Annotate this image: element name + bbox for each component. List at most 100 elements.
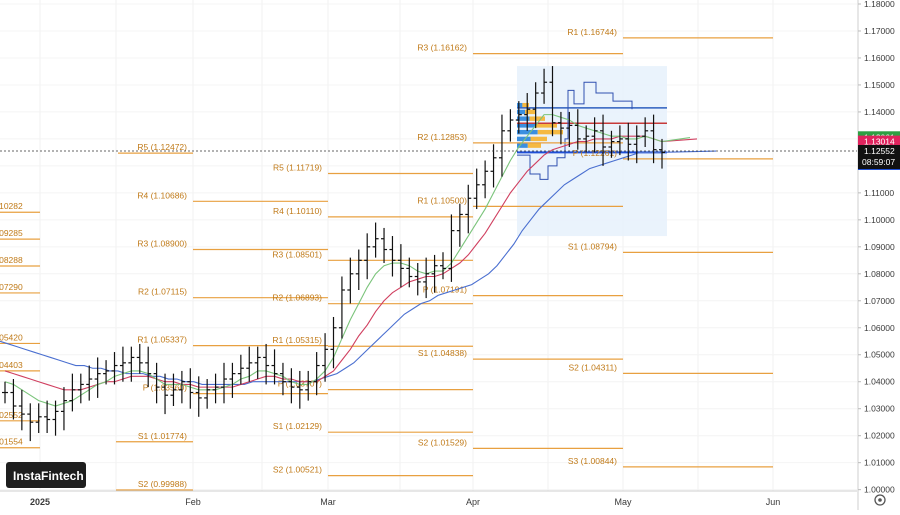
y-tick-label: 1.16000 [864, 53, 895, 63]
pivot-label: 1.01554 [0, 437, 23, 447]
pivot-label: R3 (1.08501) [272, 249, 322, 259]
x-tick-label: Mar [320, 497, 336, 507]
moving-averages [0, 114, 717, 407]
price-bar [18, 389, 25, 431]
pivot-label: S1 (1.01774) [138, 431, 187, 441]
pivot-label: S1 (1.02129) [273, 421, 322, 431]
price-bar [119, 346, 126, 382]
price-bar [162, 373, 169, 415]
volume-bar [517, 136, 531, 142]
price-bar [86, 365, 93, 401]
price-bar [465, 184, 472, 234]
price-bar [195, 376, 202, 417]
price-bar [111, 352, 118, 385]
y-tick-label: 1.18000 [864, 0, 895, 9]
price-bar [145, 346, 152, 388]
volume-bar [517, 143, 528, 148]
price-bar [52, 400, 59, 436]
pivot-label: P (1.12261) [573, 148, 617, 158]
pivot-label: R1 (1.05315) [272, 335, 322, 345]
price-bar [541, 68, 548, 104]
volume-bar-alt [530, 136, 547, 142]
settings-icon[interactable] [874, 494, 886, 506]
price-bar [221, 362, 227, 404]
price-bar [490, 144, 497, 188]
price-bar [77, 373, 84, 404]
price-bar [448, 214, 455, 282]
current-price-badge [858, 144, 900, 169]
price-bar [389, 236, 396, 277]
pivot-label: S2 (1.01529) [418, 437, 467, 447]
x-tick-label: Jun [766, 497, 781, 507]
pivot-label: S2 (1.04311) [568, 362, 617, 372]
price-bar [288, 368, 295, 404]
pivot-label: 1.08288 [0, 255, 23, 265]
pivot-label: S2 (1.00521) [273, 465, 322, 475]
price-bar [524, 93, 531, 131]
price-bar [204, 379, 211, 409]
y-tick-label: 1.03000 [864, 404, 895, 414]
pivot-label: 1.10282 [0, 201, 23, 211]
price-bar [608, 130, 615, 158]
volume-bar-alt [522, 102, 529, 108]
price-bar [305, 370, 312, 401]
y-tick-label: 1.09000 [864, 242, 895, 252]
y-tick-label: 1.05000 [864, 350, 895, 360]
price-bar [69, 373, 76, 412]
brand-logo: InstaFintech [6, 462, 86, 488]
price-bar [229, 362, 236, 398]
price-bar [364, 233, 371, 280]
price-bar [591, 117, 598, 153]
y-tick-label: 1.17000 [864, 26, 895, 36]
price-bar [136, 343, 143, 374]
price-bar [296, 370, 303, 409]
y-tick-label: 1.07000 [864, 296, 895, 306]
current-price-label: 1.12552 [864, 146, 895, 156]
y-tick-label: 1.10000 [864, 215, 895, 225]
time-axis[interactable]: 2025 Feb Mar Apr May Jun [0, 490, 857, 507]
price-bar [254, 346, 261, 380]
price-bar [246, 346, 253, 382]
logo-text: InstaFintech [13, 469, 84, 483]
pivot-label: 1.07290 [0, 282, 23, 292]
price-badge [858, 135, 900, 148]
ma-line-ma_mid [4, 135, 698, 391]
price-bar [2, 381, 8, 404]
price-bar [330, 316, 337, 369]
volume-profile-outline [517, 81, 633, 180]
volume-bar [517, 123, 535, 128]
price-bar [515, 101, 522, 134]
pivot-label: S2 (0.99988) [138, 479, 187, 489]
y-tick-label: 1.02000 [864, 431, 895, 441]
y-tick-label: 1.08000 [864, 269, 895, 279]
volume-bar-alt [527, 143, 541, 148]
volume-bar-alt [525, 109, 535, 115]
price-bar [212, 373, 219, 404]
x-tick-label: Feb [185, 497, 201, 507]
price-axis[interactable]: 1.18000 1.17000 1.16000 1.15000 1.14000 1.130… [857, 0, 900, 510]
price-bar [381, 227, 388, 264]
price-bar [237, 354, 244, 385]
y-tick-label: 1.06000 [864, 323, 895, 333]
price-bar [178, 370, 185, 404]
pivot-label: S3 (1.00844) [568, 456, 617, 466]
pivot-label: P (1.07191) [423, 285, 467, 295]
volume-bar [517, 109, 526, 115]
price-bar [355, 249, 362, 290]
price-bar [650, 114, 657, 164]
pivot-label: R1 (1.05337) [137, 335, 187, 345]
ma-line-ma_slow [0, 150, 717, 385]
ma-line-ma_fast [4, 114, 691, 407]
countdown-label: 08:59:07 [862, 157, 895, 167]
pivot-label: R2 (1.06893) [272, 293, 322, 303]
price-bar [574, 109, 581, 150]
price-bar [372, 222, 379, 258]
pivot-label: S1 (1.08794) [568, 241, 617, 251]
pivot-label: R5 (1.12472) [137, 142, 187, 152]
price-bar [616, 125, 623, 156]
price-bar [322, 333, 329, 382]
price-bar [633, 125, 640, 164]
price-bar [642, 117, 649, 147]
